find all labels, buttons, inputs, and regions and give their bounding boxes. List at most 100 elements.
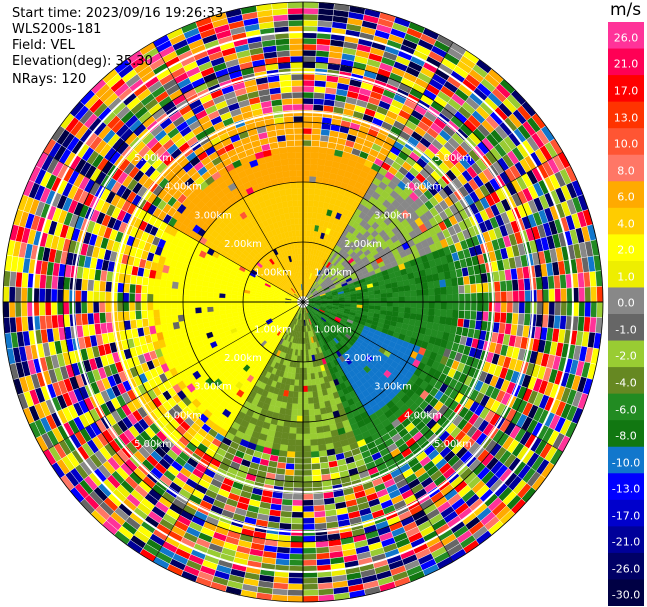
range-gate: [302, 397, 309, 405]
range-gate: [310, 445, 319, 452]
range-gate: [171, 308, 178, 316]
range-gate: [287, 152, 296, 159]
range-gate: [275, 558, 290, 566]
range-gate: [207, 311, 215, 318]
range-gate: [302, 433, 311, 441]
range-gate: [293, 121, 304, 129]
range-gate: [596, 301, 604, 318]
range-gate: [194, 301, 202, 308]
range-gate: [165, 315, 173, 324]
range-gate: [299, 229, 304, 237]
range-gate: [201, 311, 209, 319]
range-gate: [302, 499, 314, 507]
range-gate: [302, 421, 310, 429]
range-gate: [289, 170, 297, 177]
range-gate: [285, 194, 293, 202]
range-gate: [280, 504, 293, 512]
range-gate: [470, 301, 478, 312]
range-gate: [182, 301, 190, 309]
range-gate: [482, 301, 490, 312]
range-gate: [159, 286, 166, 295]
range-gate: [308, 193, 315, 201]
range-gate: [318, 401, 326, 409]
range-gate: [294, 451, 304, 459]
range-gate: [317, 152, 327, 160]
range-gate: [230, 305, 238, 310]
range-gate: [302, 217, 308, 225]
range-gate: [254, 304, 262, 308]
range-gate: [122, 292, 130, 303]
range-gate: [278, 522, 292, 530]
range-gate: [297, 391, 304, 399]
range-gate: [285, 408, 292, 416]
range-gate: [122, 301, 130, 312]
range-gate: [206, 306, 214, 313]
range-gate: [158, 294, 166, 303]
range-gate: [280, 510, 293, 518]
range-gate: [288, 212, 295, 220]
range-gate: [87, 312, 95, 325]
range-gate: [296, 175, 304, 183]
range-gate: [404, 301, 412, 308]
range-gate: [190, 318, 198, 326]
range-gate: [302, 235, 307, 243]
range-gate: [81, 313, 89, 326]
range-gate: [309, 427, 317, 434]
range-gate: [518, 301, 526, 314]
range-gate: [196, 317, 204, 325]
range-gate: [280, 438, 289, 446]
range-gate: [14, 301, 22, 318]
range-gate: [302, 55, 317, 63]
range-gate: [183, 307, 190, 315]
range-gate: [306, 373, 312, 381]
range-gate: [298, 373, 304, 381]
range-gate: [560, 301, 568, 317]
range-gate: [293, 133, 304, 141]
range-gate: [553, 314, 561, 330]
range-gate: [212, 297, 220, 303]
range-gate: [427, 315, 435, 323]
range-gate: [279, 516, 292, 524]
range-gate: [292, 199, 299, 207]
range-gate: [434, 308, 441, 317]
range-gate: [189, 284, 197, 291]
range-gate: [290, 224, 296, 232]
range-gate: [176, 295, 184, 303]
range-gate: [62, 289, 70, 303]
range-gate: [313, 402, 321, 410]
range-gate: [302, 43, 317, 51]
range-gate: [278, 74, 292, 82]
range-gate: [302, 415, 310, 423]
range-gate: [584, 301, 592, 318]
range-gate: [2, 286, 10, 303]
range-gate: [287, 577, 304, 585]
range-gate: [302, 427, 311, 435]
range-gate: [282, 492, 294, 500]
range-gate: [153, 286, 160, 295]
range-gate: [314, 522, 328, 530]
range-gate: [44, 288, 52, 303]
range-gate: [147, 285, 154, 295]
range-gate: [99, 312, 107, 324]
range-gate: [218, 301, 226, 307]
range-gate: [230, 301, 238, 306]
range-gate: [285, 456, 296, 465]
range-gate: [290, 73, 304, 81]
range-gate: [128, 283, 137, 294]
range-gate: [307, 385, 313, 393]
range-gate: [286, 451, 296, 458]
range-gate: [286, 146, 296, 153]
range-gate: [302, 409, 310, 417]
range-gate: [317, 438, 326, 446]
range-gate: [188, 301, 196, 309]
range-gate: [293, 385, 299, 393]
range-gate: [281, 432, 290, 440]
range-gate: [536, 301, 544, 315]
range-gate: [165, 287, 172, 296]
range-gate: [305, 355, 310, 363]
range-gate: [128, 310, 137, 321]
range-gate: [294, 445, 304, 453]
range-gate: [302, 595, 319, 603]
range-gate: [45, 274, 53, 290]
range-gate: [302, 127, 313, 135]
